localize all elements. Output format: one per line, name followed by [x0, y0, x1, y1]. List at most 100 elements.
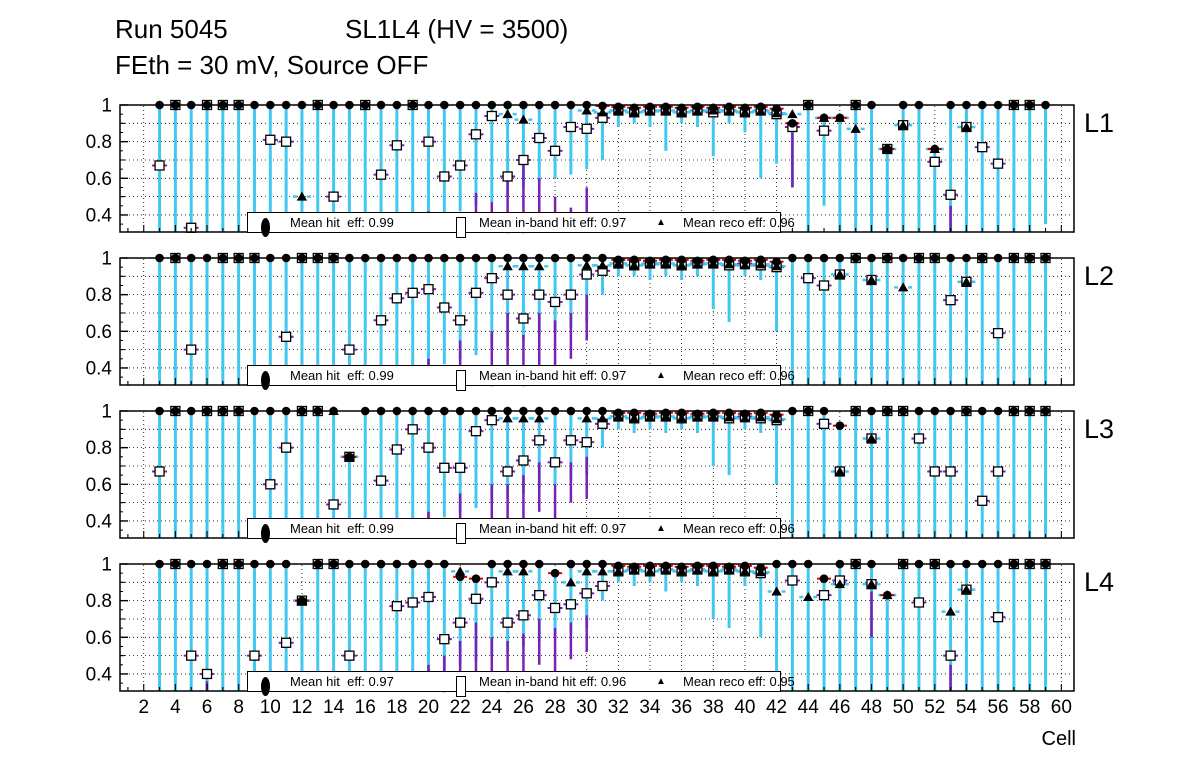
inband-square-marker [423, 442, 434, 453]
x-tick-label: 60 [1051, 697, 1072, 718]
reco-triangle-marker [502, 566, 513, 576]
inband-square-marker [977, 495, 988, 506]
legend-inband-label: Mean in-band hit eff: 0.97 [479, 215, 627, 230]
inband-square-marker [992, 158, 1004, 169]
inband-square-marker [280, 136, 292, 147]
inband-square-marker [407, 597, 418, 608]
hit-circle-marker [772, 104, 781, 113]
y-tick-label: 0.4 [86, 205, 113, 226]
x-tick-label: 10 [260, 697, 281, 718]
reco-triangle-marker [803, 591, 814, 601]
y-tick-label: 0.4 [86, 511, 113, 532]
inband-square-marker [470, 593, 482, 604]
inband-square-marker [454, 315, 466, 326]
inband-square-marker [439, 633, 450, 645]
legend-hit-marker [261, 218, 270, 237]
hit-circle-marker [883, 144, 892, 154]
inband-square-marker [439, 171, 450, 182]
y-tick-label: 0.6 [86, 628, 112, 649]
hit-circle-marker [930, 144, 940, 154]
inband-square-marker [154, 466, 165, 477]
inband-square-marker [375, 475, 387, 486]
inband-square-marker [486, 415, 497, 426]
legend-inband-label: Mean in-band hit eff: 0.97 [479, 368, 627, 383]
panel-L1: 1 0.8 0.6 0.4 L1 [86, 96, 1114, 234]
inband-square-marker [945, 466, 956, 477]
x-tick-label: 56 [987, 697, 1008, 718]
hit-circle-marker [756, 102, 766, 112]
inband-square-marker [186, 650, 197, 661]
x-tick-label: 22 [450, 697, 471, 718]
legend-hit-label: Mean hit eff: 0.99 [290, 215, 394, 230]
hit-circle-marker [772, 257, 781, 266]
inband-square-marker [391, 601, 403, 612]
legend-hit-marker [261, 371, 270, 390]
x-tick-label: 20 [418, 697, 439, 718]
hit-circle-marker [835, 113, 845, 123]
legend-inband-marker [456, 370, 466, 391]
reco-triangle-marker [850, 123, 861, 133]
x-tick-label: 26 [513, 697, 534, 718]
reco-triangle-marker [676, 413, 687, 423]
y-tick-label: 0.8 [86, 438, 112, 459]
y-tick-label: 1 [101, 555, 112, 576]
reco-triangle-marker [518, 566, 529, 576]
inband-square-marker [549, 457, 561, 468]
inband-square-marker [265, 134, 276, 145]
legend-reco-label: Mean reco eff: 0.95 [683, 674, 795, 689]
hit-circle-marker [724, 255, 734, 265]
inband-square-marker [534, 289, 545, 300]
hit-circle-marker [883, 590, 892, 600]
reco-triangle-marker [597, 413, 608, 423]
inband-square-marker [502, 289, 513, 300]
legend-hit-marker [261, 524, 270, 543]
hit-circle-marker [819, 574, 829, 583]
x-tick-label: 24 [481, 697, 503, 718]
inband-square-marker [549, 296, 561, 308]
hit-circle-marker [819, 113, 829, 123]
x-tick-label: 38 [703, 697, 724, 718]
inband-square-marker [486, 273, 497, 284]
legend-reco-marker: ▲ [656, 217, 666, 228]
reco-triangle-marker [518, 114, 529, 124]
inband-square-marker [502, 466, 513, 477]
reco-triangle-marker [897, 120, 909, 130]
reco-triangle-marker [534, 261, 545, 271]
x-tick-label: 30 [576, 697, 597, 718]
legend-inband-label: Mean in-band hit eff: 0.97 [479, 521, 627, 536]
x-tick-label: 28 [545, 697, 566, 718]
inband-square-marker [439, 302, 450, 313]
reco-triangle-marker [834, 579, 846, 589]
legend-hit-label: Mean hit eff: 0.97 [290, 674, 394, 689]
x-tick-label: 40 [734, 697, 755, 718]
hit-circle-marker [756, 255, 766, 265]
hit-circle-marker [740, 561, 750, 571]
inband-square-marker [992, 327, 1004, 339]
reco-triangle-marker [597, 260, 608, 270]
hit-circle-marker [629, 408, 639, 418]
inband-square-marker [344, 344, 355, 355]
hit-circle-marker [629, 255, 639, 265]
reco-triangle-marker [534, 413, 545, 423]
chamber-title: SL1L4 (HV = 3500) [345, 14, 569, 44]
inband-square-marker [186, 344, 197, 355]
reco-triangle-marker [739, 566, 751, 576]
inband-square-marker [549, 602, 561, 614]
hit-circle-marker [724, 102, 734, 112]
inband-square-marker [518, 154, 529, 166]
inband-square-marker [328, 499, 339, 510]
inband-square-marker [423, 284, 434, 295]
hit-circle-marker [614, 102, 623, 112]
hit-circle-marker [471, 574, 481, 583]
hit-circle-marker [677, 408, 686, 418]
inband-square-marker [518, 313, 529, 324]
inband-square-marker [249, 650, 260, 661]
x-tick-label: 34 [639, 697, 661, 718]
conditions-subtitle: FEth = 30 mV, Source OFF [115, 50, 429, 80]
reco-triangle-marker [581, 413, 592, 423]
y-tick-label: 0.6 [86, 475, 112, 496]
reco-triangle-marker [502, 413, 513, 423]
reco-triangle-marker [628, 260, 640, 270]
legend-reco-label: Mean reco eff: 0.96 [683, 368, 795, 383]
